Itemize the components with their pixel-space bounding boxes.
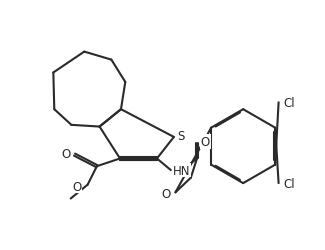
Text: HN: HN xyxy=(173,164,190,177)
Text: O: O xyxy=(72,180,82,193)
Text: Cl: Cl xyxy=(283,177,295,190)
Text: O: O xyxy=(162,187,171,200)
Text: O: O xyxy=(201,136,210,148)
Text: Cl: Cl xyxy=(283,96,295,109)
Text: O: O xyxy=(61,148,71,161)
Text: S: S xyxy=(178,129,185,142)
